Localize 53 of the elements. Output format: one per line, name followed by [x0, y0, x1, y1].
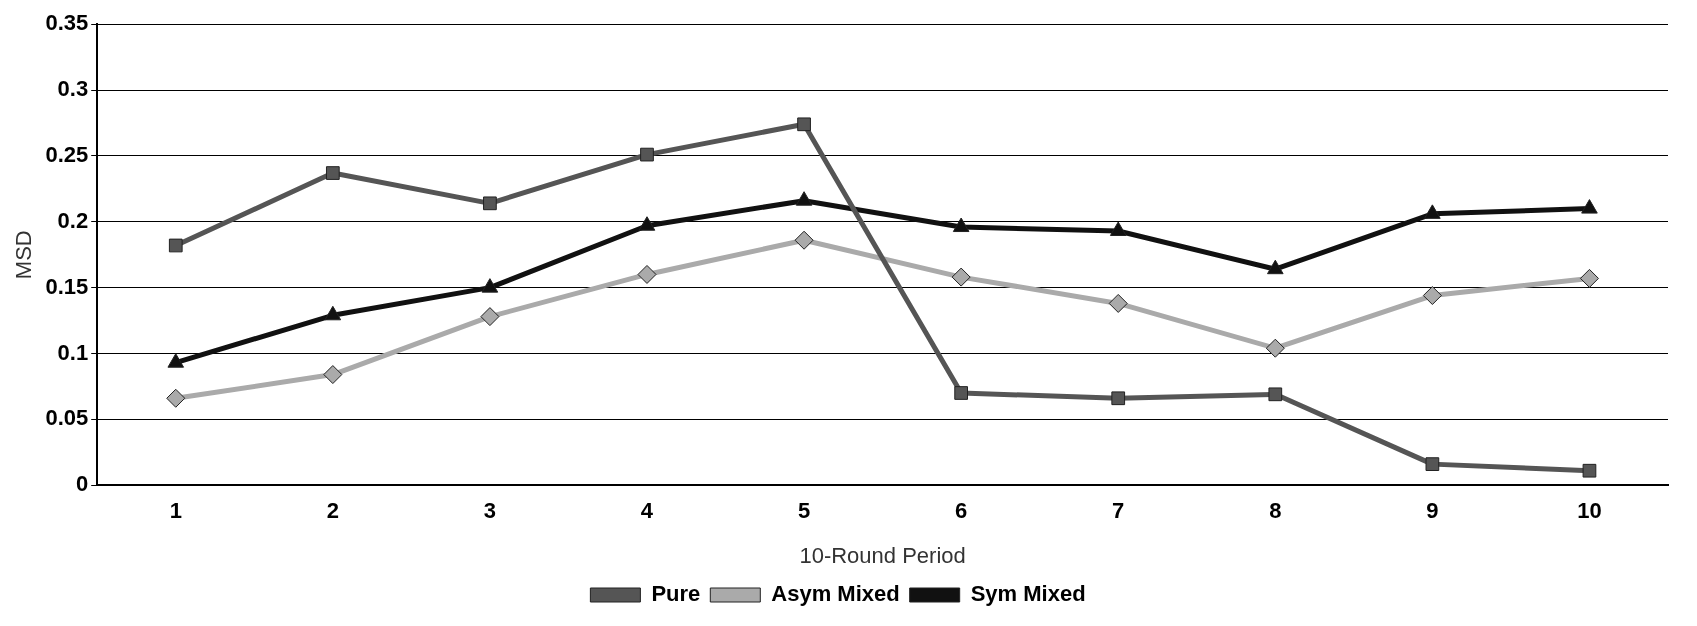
point — [1265, 338, 1285, 358]
x-tick-label: 4 — [640, 498, 654, 524]
point — [1579, 268, 1599, 288]
x-tick-label: 3 — [483, 498, 497, 524]
y-tick-label: 0.15 — [45, 273, 89, 299]
y-tick-label: 0.3 — [57, 76, 89, 102]
y-tick-label: 0 — [75, 471, 89, 497]
point — [795, 191, 813, 206]
point — [637, 264, 657, 284]
point — [797, 117, 811, 132]
point — [1111, 391, 1126, 406]
x-tick-label: 7 — [1112, 498, 1125, 524]
point — [1582, 463, 1597, 478]
point — [1109, 221, 1127, 236]
point — [480, 307, 500, 327]
point — [481, 278, 499, 293]
legend-label: Asym Mixed — [771, 581, 900, 607]
point — [1267, 259, 1284, 275]
y-tick-label: 0.25 — [45, 141, 89, 167]
x-tick-label: 10 — [1577, 498, 1602, 524]
point — [951, 267, 971, 287]
point — [1425, 457, 1440, 471]
point — [640, 147, 654, 162]
point — [1422, 286, 1442, 306]
point — [794, 230, 814, 250]
point — [1424, 204, 1441, 219]
point — [1108, 293, 1128, 313]
point — [952, 217, 970, 233]
point — [638, 216, 656, 231]
x-tick-label: 1 — [169, 498, 182, 524]
y-tick-label: 0.05 — [45, 405, 89, 431]
point — [1581, 199, 1598, 214]
point — [168, 238, 183, 253]
legend-label: Pure — [651, 581, 701, 607]
x-tick-label: 6 — [955, 498, 968, 524]
y-axis-title: MSD — [11, 230, 37, 280]
point — [323, 365, 343, 385]
point — [167, 353, 185, 368]
x-axis-title: 10-Round Period — [799, 542, 966, 568]
point — [166, 388, 186, 408]
x-tick-label: 2 — [326, 498, 339, 524]
point — [324, 305, 342, 321]
y-tick-label: 0.2 — [57, 207, 89, 233]
x-tick-label: 5 — [797, 498, 811, 524]
point — [1268, 387, 1283, 402]
x-tick-label: 9 — [1426, 498, 1439, 524]
point — [954, 386, 969, 400]
legend-label: Sym Mixed — [970, 581, 1086, 607]
point — [483, 196, 497, 211]
y-tick-label: 0.35 — [45, 10, 89, 36]
y-tick-label: 0.1 — [57, 339, 89, 365]
x-tick-label: 8 — [1269, 498, 1282, 524]
point — [325, 166, 340, 180]
